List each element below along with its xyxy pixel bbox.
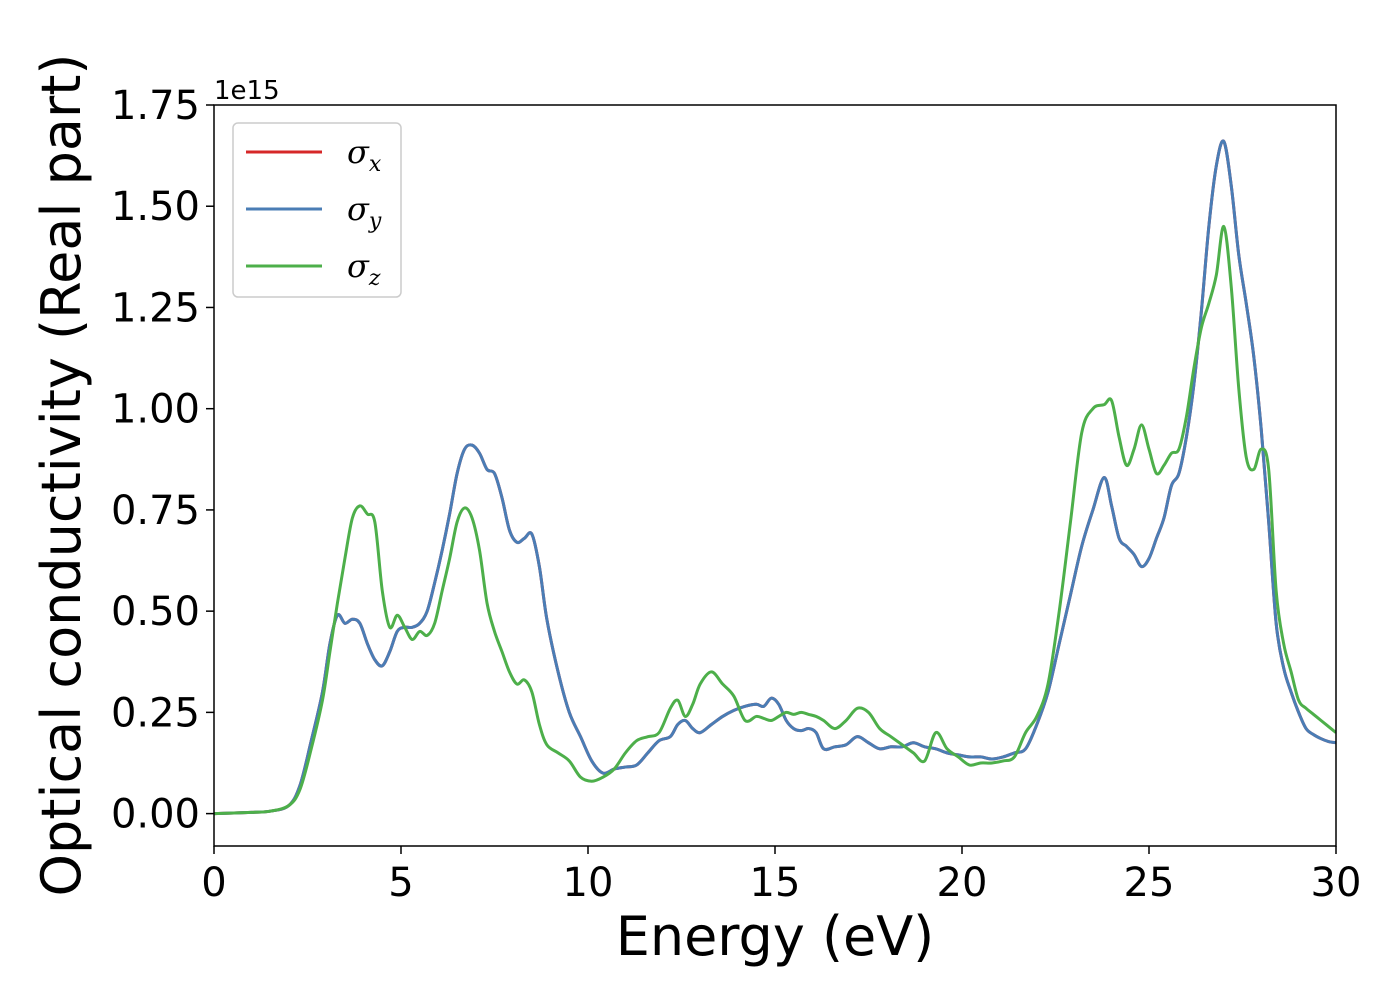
y-tick-label: 0.25 bbox=[111, 690, 200, 736]
legend-label-y: σy bbox=[347, 190, 382, 234]
x-tick-label: 30 bbox=[1311, 860, 1362, 906]
y-axis-offset-text: 1e15 bbox=[214, 76, 280, 106]
y-tick-label: 1.50 bbox=[111, 184, 200, 230]
legend-label-x: σx bbox=[347, 133, 382, 177]
legend: σx σy σz bbox=[232, 122, 402, 298]
y-tick-label: 1.25 bbox=[111, 285, 200, 331]
x-axis-label: Energy (eV) bbox=[616, 905, 935, 968]
x-tick-label: 0 bbox=[201, 860, 226, 906]
y-axis-ticks: 0.00 0.25 0.50 0.75 1.00 1.25 1.50 1.75 bbox=[111, 83, 214, 838]
y-tick-label: 1.75 bbox=[111, 83, 200, 129]
x-tick-label: 25 bbox=[1124, 860, 1175, 906]
y-tick-label: 0.50 bbox=[111, 589, 200, 635]
x-axis-ticks: 0 5 10 15 20 25 30 bbox=[201, 846, 1361, 906]
x-tick-label: 20 bbox=[937, 860, 988, 906]
series-line-z bbox=[214, 224, 1336, 816]
y-tick-label: 0.75 bbox=[111, 488, 200, 534]
y-tick-label: 1.00 bbox=[111, 387, 200, 433]
series-layer bbox=[214, 139, 1336, 816]
x-tick-label: 5 bbox=[388, 860, 413, 906]
y-axis-label: Optical conductivity (Real part) bbox=[30, 54, 93, 897]
series-line-y bbox=[214, 139, 1336, 816]
x-tick-label: 10 bbox=[563, 860, 614, 906]
x-tick-label: 15 bbox=[750, 860, 801, 906]
legend-label-z: σz bbox=[347, 247, 381, 291]
y-tick-label: 0.00 bbox=[111, 792, 200, 838]
